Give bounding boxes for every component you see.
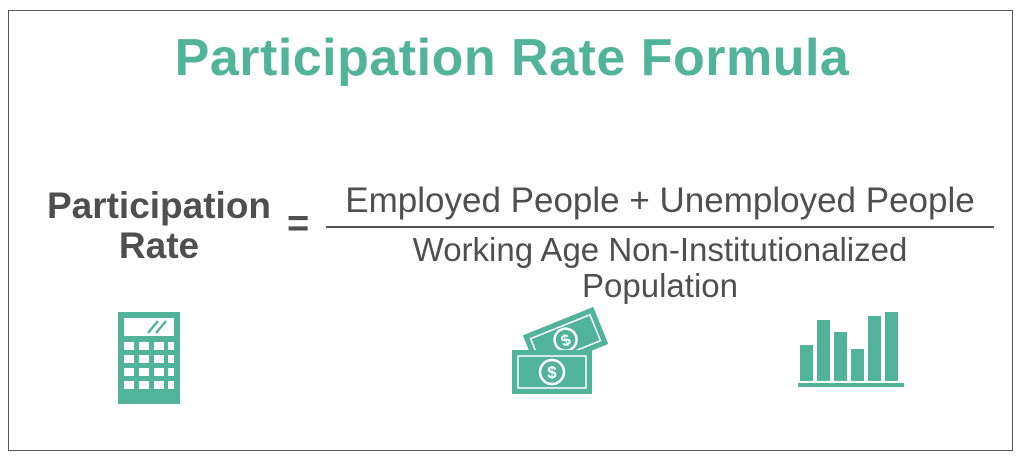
equals-sign: =: [287, 203, 310, 245]
calculator-icon: [118, 312, 180, 404]
money-icon: $ $: [512, 306, 609, 394]
formula-numerator: Employed People + Unemployed People: [345, 181, 975, 220]
page-title: Participation Rate Formula: [174, 29, 850, 87]
lhs-line-2: Rate: [118, 225, 200, 266]
denominator-line-2: Population: [582, 267, 738, 304]
svg-text:$: $: [547, 363, 557, 382]
lhs-line-1: Participation: [46, 185, 272, 226]
bar-chart-icon: [798, 312, 904, 387]
denominator-line-1: Working Age Non-Institutionalized: [412, 231, 908, 268]
formula-lhs: Participation Rate: [36, 186, 282, 266]
fraction-bar: [326, 226, 994, 228]
formula-denominator: Working Age Non-Institutionalized Popula…: [326, 232, 994, 304]
